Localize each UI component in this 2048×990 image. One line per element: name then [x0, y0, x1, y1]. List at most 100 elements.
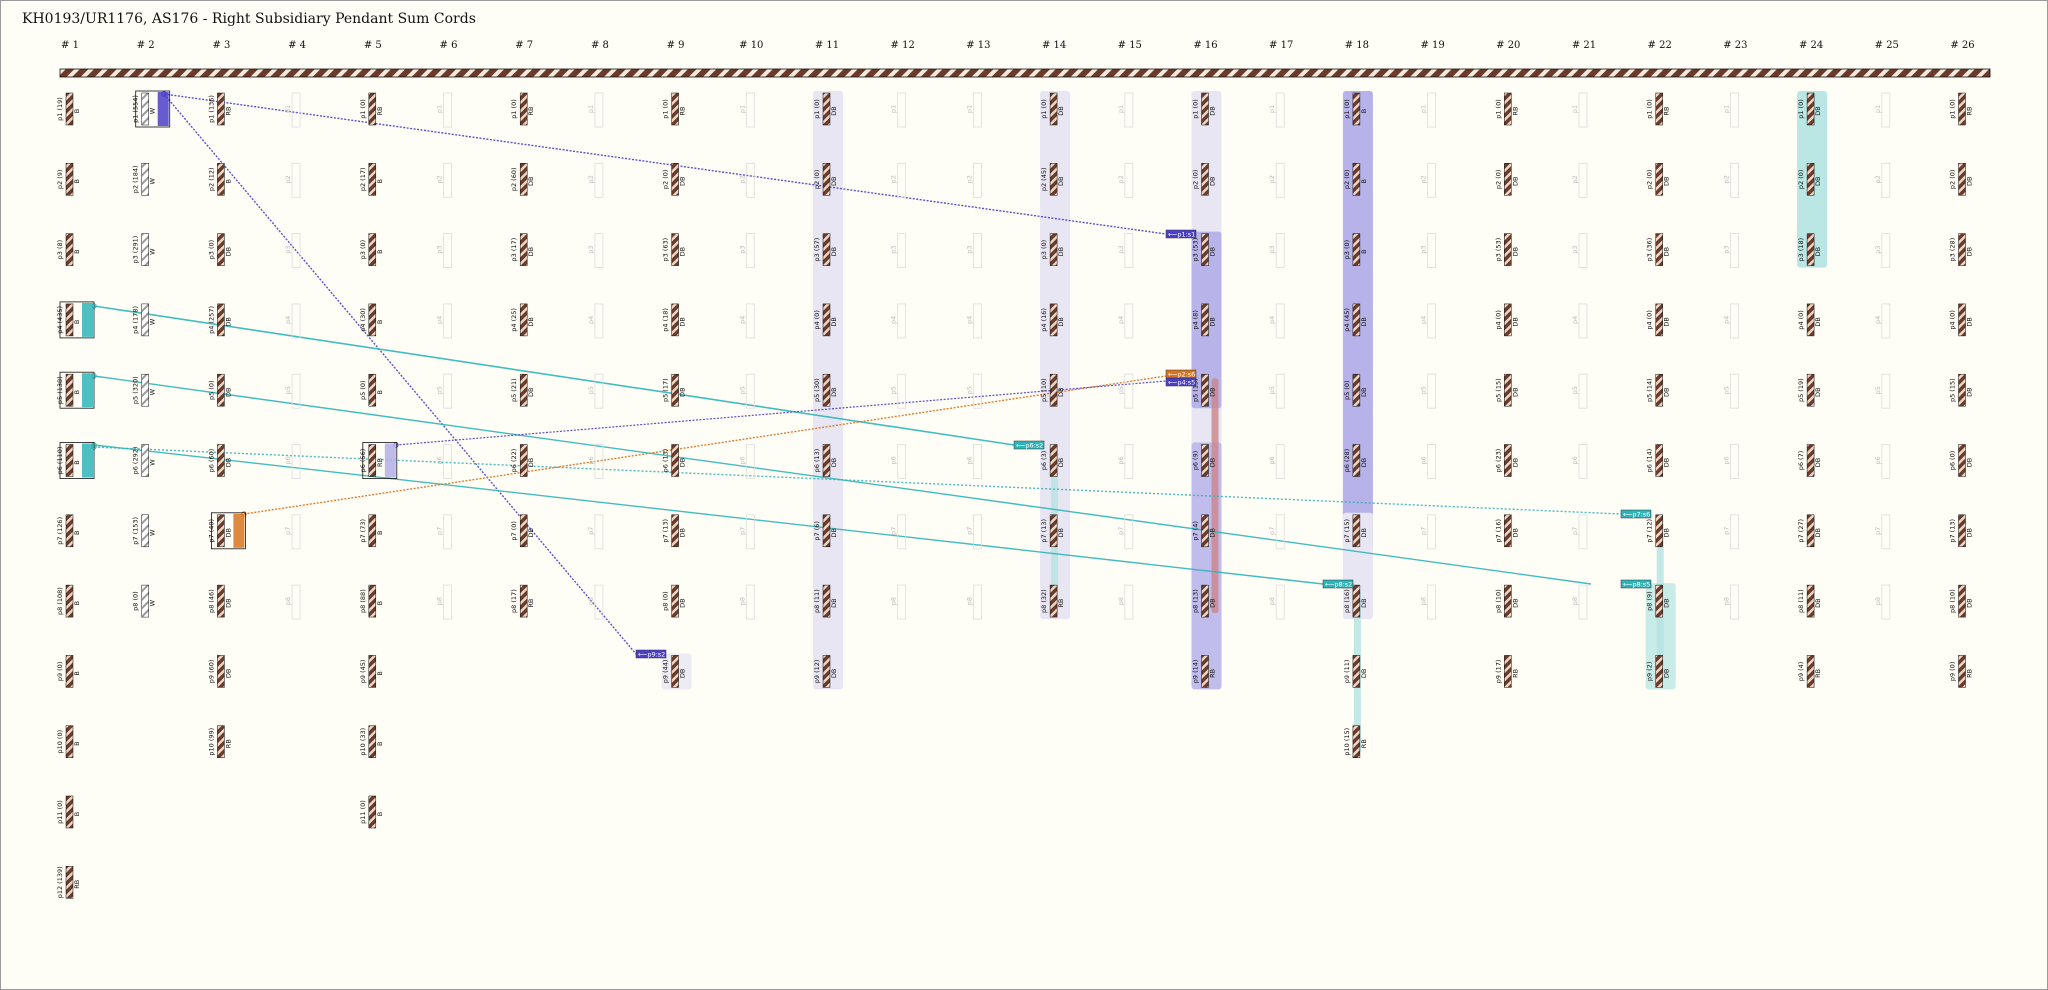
pendant-cord[interactable]: p1 (0) RB — [359, 92, 384, 126]
pendant-cord[interactable]: p8 (13) DB — [1192, 584, 1217, 618]
pendant-cord[interactable]: p9 (4) RB — [1797, 655, 1822, 688]
pendant-cord[interactable]: p3 (57) DB — [813, 233, 838, 266]
pendant-cord[interactable]: p4 (178) W — [132, 303, 157, 337]
pendant-cord[interactable]: p2 — [1268, 162, 1285, 198]
pendant-cord[interactable]: p5 (17) DB — [662, 373, 687, 407]
pendant-cord[interactable]: p7 (13) DB — [1040, 514, 1065, 548]
pendant-cord[interactable]: p1 — [1571, 92, 1588, 128]
pendant-cord[interactable]: p6 (7) DB — [1797, 444, 1822, 477]
pendant-cord[interactable]: p5 — [1420, 373, 1436, 409]
sum-arrow-tag[interactable]: ⟵p1:s1 — [1165, 229, 1197, 239]
pendant-cord[interactable]: p4 — [1268, 303, 1285, 339]
pendant-cord[interactable]: p8 — [1268, 584, 1285, 620]
pendant-cord[interactable]: p5 (138) B — [56, 371, 95, 409]
pendant-cord[interactable]: p5 (320) W — [132, 373, 157, 407]
pendant-cord[interactable]: p10 (15) RB — [1343, 725, 1368, 758]
pendant-cord[interactable]: p6 (22) DB — [510, 444, 535, 477]
pendant-cord[interactable]: p7 (13) DB — [1949, 514, 1974, 548]
pendant-cord[interactable]: p6 (9) DB — [1192, 444, 1217, 477]
pendant-cord[interactable]: p8 — [1874, 584, 1891, 620]
pendant-cord[interactable]: p3 — [738, 233, 755, 269]
pendant-cord[interactable]: p4 (8) DB — [1192, 303, 1217, 337]
pendant-cord[interactable]: p7 — [1268, 514, 1285, 550]
pendant-cord[interactable]: p12 (139) RB — [56, 866, 81, 899]
pendant-cord[interactable]: p2 (0) DB — [1192, 163, 1217, 196]
pendant-cord[interactable]: p1 (0) DB — [1797, 92, 1822, 126]
pendant-cord[interactable]: p7 (40) DB — [207, 512, 246, 550]
pendant-cord[interactable]: p4 — [965, 303, 982, 339]
pendant-cord[interactable]: p5 (15) DB — [1494, 373, 1519, 407]
pendant-cord[interactable]: p8 (108) B — [56, 584, 81, 618]
pendant-cord[interactable]: p6 — [1268, 444, 1285, 479]
pendant-cord[interactable]: p7 (27) DB — [1797, 514, 1822, 548]
pendant-cord[interactable]: p1 (554) W — [132, 90, 171, 128]
pendant-cord[interactable]: p8 (10) DB — [1494, 584, 1519, 618]
sum-arrow-tag[interactable]: ⟵p9:s2 — [635, 649, 667, 659]
pendant-cord[interactable]: p6 — [1874, 444, 1891, 479]
pendant-cord[interactable]: p6 (13) DB — [662, 444, 687, 477]
pendant-cord[interactable]: p7 — [436, 514, 452, 550]
pendant-cord[interactable]: p7 — [890, 514, 907, 550]
pendant-cord[interactable]: p4 (18) DB — [662, 303, 687, 337]
pendant-cord[interactable]: p8 — [1420, 584, 1436, 620]
pendant-cord[interactable]: p8 (16) DB — [1343, 584, 1368, 618]
sum-arrow-tag[interactable]: ⟵p8:s5 — [1620, 579, 1652, 589]
pendant-cord[interactable]: p3 (18) DB — [1797, 233, 1822, 266]
pendant-cord[interactable]: p6 (56) RB — [359, 442, 398, 479]
pendant-cord[interactable]: p8 — [1571, 584, 1588, 620]
pendant-cord[interactable]: p4 (30) B — [359, 303, 384, 337]
pendant-cord[interactable]: p3 — [890, 233, 907, 269]
pendant-cord[interactable]: p2 (0) DB — [813, 163, 838, 196]
pendant-cord[interactable]: p5 (10) DB — [1040, 373, 1065, 407]
pendant-cord[interactable]: p2 — [1722, 162, 1739, 198]
pendant-cord[interactable]: p2 (9) B — [56, 163, 81, 196]
pendant-cord[interactable]: p1 (0) DB — [813, 92, 838, 126]
pendant-cord[interactable]: p4 — [1722, 303, 1739, 339]
pendant-cord[interactable]: p3 (63) DB — [662, 233, 687, 266]
pendant-cord[interactable]: p6 (110) B — [56, 442, 95, 479]
pendant-cord[interactable]: p5 — [1571, 373, 1588, 409]
pendant-cord[interactable]: p8 — [965, 584, 982, 620]
pendant-cord[interactable]: p2 (0) DB — [1494, 163, 1519, 196]
pendant-cord[interactable]: p2 — [965, 162, 982, 198]
pendant-cord[interactable]: p8 (46) DB — [207, 584, 232, 618]
pendant-cord[interactable]: p8 (9) DB — [1646, 584, 1671, 618]
pendant-cord[interactable]: p6 (13) DB — [813, 444, 838, 477]
pendant-cord[interactable]: p2 (0) B — [1343, 163, 1368, 196]
pendant-cord[interactable]: p4 (257) DB — [207, 303, 232, 337]
pendant-cord[interactable]: p6 — [587, 444, 604, 479]
pendant-cord[interactable]: p4 — [587, 303, 604, 339]
pendant-cord[interactable]: p1 (0) RB — [1949, 92, 1974, 126]
pendant-cord[interactable]: p9 (45) B — [359, 655, 384, 688]
pendant-cord[interactable]: p1 — [436, 92, 452, 128]
pendant-cord[interactable]: p3 (36) DB — [1646, 233, 1671, 266]
pendant-cord[interactable]: p8 — [284, 584, 301, 620]
pendant-cord[interactable]: p4 (0) DB — [1797, 303, 1822, 337]
pendant-cord[interactable]: p9 (0) RB — [1949, 655, 1974, 688]
pendant-cord[interactable]: p5 (15) DB — [1949, 373, 1974, 407]
pendant-cord[interactable]: p5 — [1268, 373, 1285, 409]
pendant-cord[interactable]: p1 — [284, 92, 301, 128]
pendant-cord[interactable]: p7 — [1722, 514, 1739, 550]
pendant-cord[interactable]: p5 (13) DB — [1192, 373, 1217, 407]
pendant-cord[interactable]: p1 — [1268, 92, 1285, 128]
pendant-cord[interactable]: p6 — [890, 444, 907, 479]
pendant-cord[interactable]: p4 (0) DB — [1494, 303, 1519, 337]
pendant-cord[interactable]: p5 (14) DB — [1646, 373, 1671, 407]
pendant-cord[interactable]: p9 (12) DB — [813, 655, 838, 688]
pendant-cord[interactable]: p3 (8) B — [56, 233, 81, 266]
pendant-cord[interactable]: p6 (292) W — [132, 444, 157, 477]
pendant-cord[interactable]: p3 — [1420, 233, 1436, 269]
pendant-cord[interactable]: p2 (60) DB — [510, 163, 535, 196]
pendant-cord[interactable]: p8 — [436, 584, 452, 620]
pendant-cord[interactable]: p5 — [436, 373, 452, 409]
pendant-cord[interactable]: p6 — [1420, 444, 1436, 479]
pendant-cord[interactable]: p8 (32) RB — [1040, 584, 1065, 618]
pendant-cord[interactable]: p2 — [587, 162, 604, 198]
pendant-cord[interactable]: p5 (0) DB — [1343, 373, 1368, 407]
sum-arrow-tag[interactable]: ⟵p8:s2 — [1322, 579, 1354, 589]
pendant-cord[interactable]: p1 (136) RB — [207, 92, 232, 126]
pendant-cord[interactable]: p3 (28) DB — [1949, 233, 1974, 266]
pendant-cord[interactable]: p7 (0) DB — [510, 514, 535, 548]
pendant-cord[interactable]: p5 — [1117, 373, 1134, 409]
